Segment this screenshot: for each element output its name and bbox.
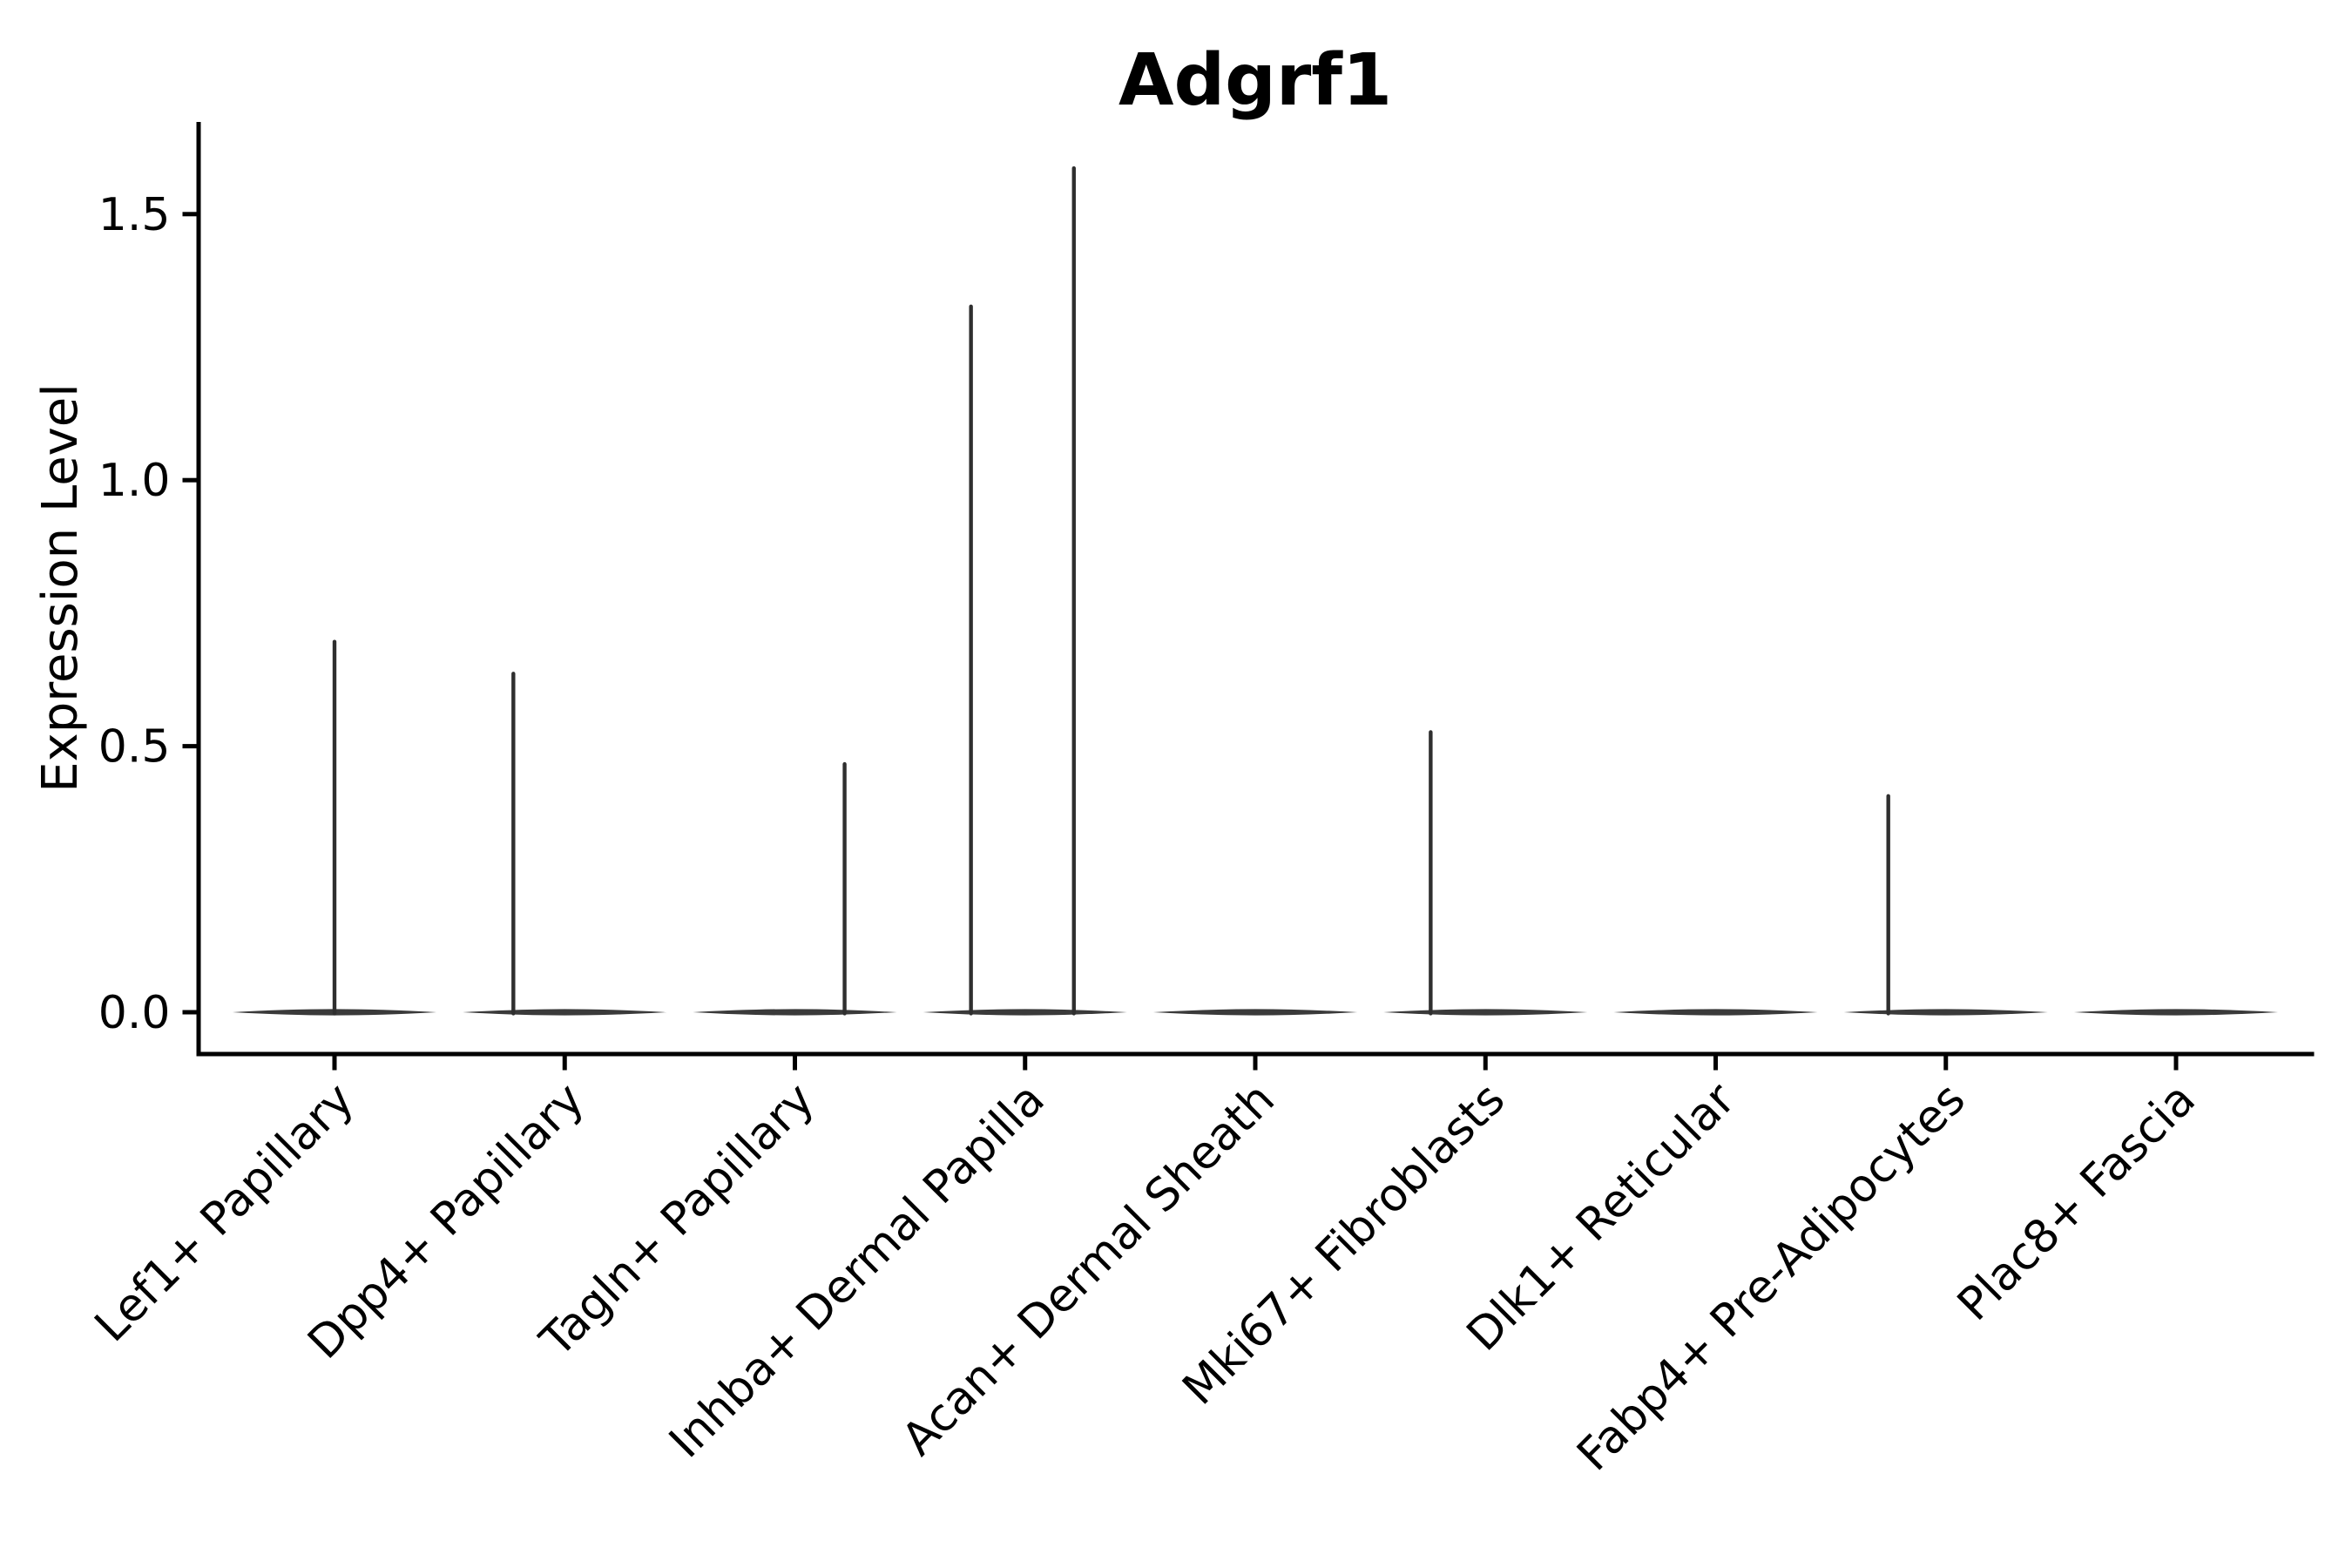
x-tick: [1713, 1056, 1718, 1071]
violin-base: [463, 1009, 667, 1016]
violin-spike: [1429, 730, 1433, 1016]
x-tick: [2173, 1056, 2179, 1071]
violin-spike: [1071, 166, 1076, 1016]
violin-base: [693, 1009, 897, 1016]
violin-base: [1383, 1009, 1588, 1016]
violin-spike: [1886, 794, 1890, 1016]
x-tick: [332, 1056, 337, 1071]
violin-base: [1843, 1009, 2048, 1016]
y-tick: [182, 212, 197, 217]
x-tick: [793, 1056, 797, 1071]
x-tick: [1253, 1056, 1258, 1071]
violin-spike: [332, 639, 337, 1016]
violin-base: [923, 1009, 1127, 1016]
violin-base: [1613, 1009, 1818, 1016]
y-tick-label: 0.0: [98, 987, 171, 1039]
y-axis-line: [196, 122, 201, 1057]
violin-spike: [969, 304, 973, 1016]
x-tick-label: Acan+ Dermal Sheath: [892, 1073, 1285, 1466]
y-tick: [182, 477, 197, 483]
x-tick: [1023, 1056, 1028, 1071]
x-tick: [1943, 1056, 1949, 1071]
x-tick-label: Fabp4+ Pre-Adipocytes: [1567, 1073, 1975, 1481]
violin-spike: [511, 672, 516, 1016]
chart-title: Adgrf1: [1118, 39, 1393, 122]
violin-spike: [842, 761, 847, 1016]
y-tick-label: 0.5: [98, 721, 171, 774]
violin-base: [1152, 1009, 1358, 1016]
y-tick-label: 1.5: [98, 189, 171, 241]
x-axis-line: [196, 1051, 2315, 1057]
y-tick: [182, 1010, 197, 1015]
y-tick: [182, 744, 197, 749]
x-tick: [1483, 1056, 1488, 1071]
violin-base: [2073, 1009, 2279, 1016]
x-tick-label: Inhba+ Dermal Papilla: [659, 1073, 1054, 1468]
y-tick-label: 1.0: [98, 455, 171, 507]
x-tick-label: Plac8+ Fascia: [1948, 1073, 2206, 1331]
x-tick: [562, 1056, 567, 1071]
